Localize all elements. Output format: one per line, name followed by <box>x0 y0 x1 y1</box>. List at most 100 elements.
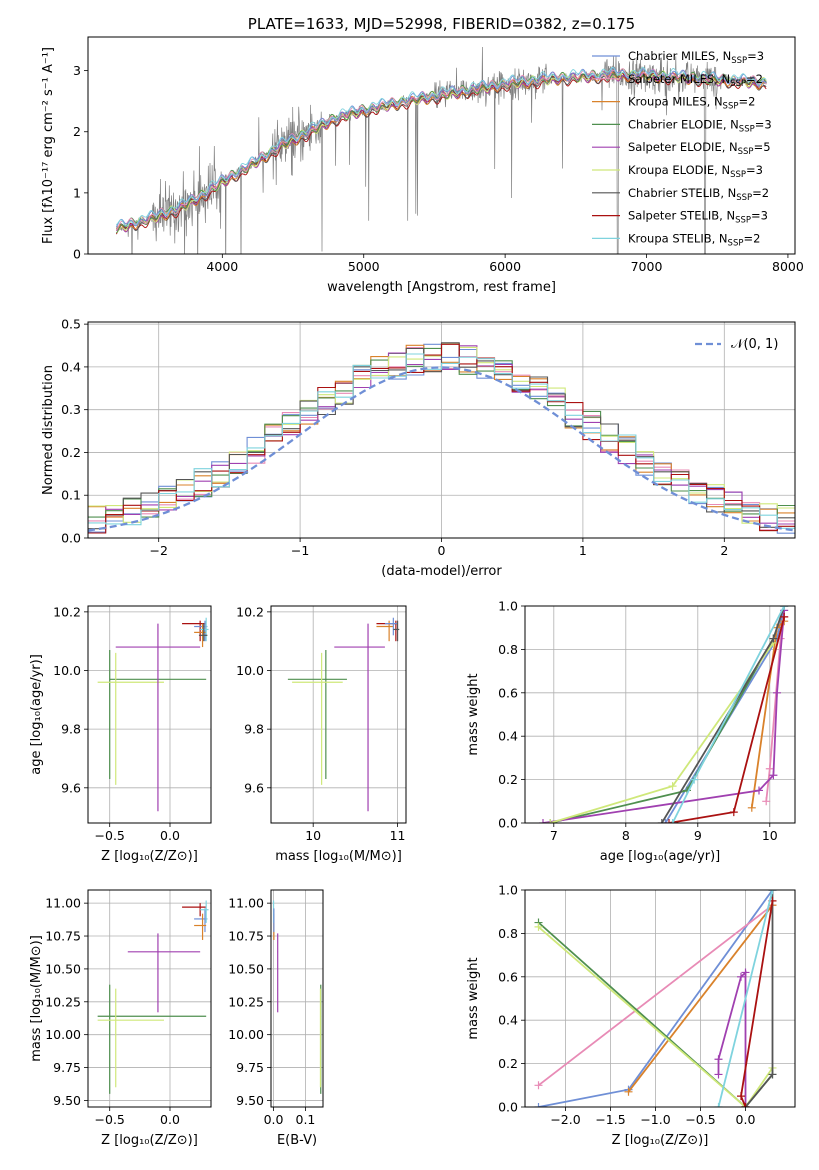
legend-item: Kroupa MILES, NSSP=2 <box>592 95 755 112</box>
series-line <box>542 610 786 823</box>
residuals-legend: 𝒩(0, 1) <box>695 337 778 352</box>
series-marker <box>665 819 673 823</box>
plot-area <box>272 900 322 1094</box>
series-marker <box>534 1081 543 1090</box>
plot-area <box>97 900 209 1094</box>
x-tick-label: 10 <box>305 828 321 843</box>
series-chab-stelib <box>741 890 777 1107</box>
normal-curve <box>88 366 795 532</box>
y-tick-label: 10.25 <box>45 994 81 1009</box>
series-marker <box>657 819 666 823</box>
legend-label-sub: SSP <box>735 216 751 226</box>
y-tick-label: 10.25 <box>228 994 264 1009</box>
y-tick-label: 11.00 <box>228 896 264 911</box>
y-tick-label: 10.75 <box>228 929 264 944</box>
y-tick-label: 10.75 <box>45 929 81 944</box>
series-marker <box>773 688 781 697</box>
legend-label-sub: SSP <box>730 79 746 89</box>
ebv-mass-chart: 0.0 0.1 9.50 9.75 10.00 10.25 10.50 10.75 11.00 E… <box>228 889 324 1148</box>
legend-item: Chabrier STELIB, NSSP=2 <box>592 186 769 203</box>
legend-label-suffix: =3 <box>751 209 768 223</box>
series-marker <box>741 1103 750 1107</box>
y-axis-label: age [log₁₀(age/yr)] <box>29 654 44 775</box>
errorbar-point <box>194 908 208 933</box>
axes-frame <box>524 889 796 1108</box>
legend-label-name: Salpeter ELODIE, N <box>628 140 738 154</box>
series-marker <box>624 1087 633 1096</box>
series-marker <box>714 1070 723 1079</box>
series-marker <box>737 972 745 981</box>
errorbar-point <box>384 617 398 636</box>
series-marker <box>661 819 670 823</box>
legend-item: Chabrier MILES, NSSP=3 <box>592 49 764 66</box>
y-tick-label: 10.00 <box>45 1027 81 1042</box>
x-axis-label: Z [log₁₀(Z/Z⊙)] <box>101 1133 198 1148</box>
x-axis-label: age [log₁₀(age/yr)] <box>600 849 721 864</box>
axes-frame <box>270 889 324 1108</box>
axes-frame <box>270 605 407 824</box>
legend-label-name: Salpeter STELIB, N <box>628 209 735 223</box>
x-tick-label: 5000 <box>348 259 380 274</box>
legend-label-suffix: =3 <box>755 117 772 131</box>
x-tick-label: 8000 <box>772 259 804 274</box>
x-tick-label: −2.0 <box>550 1112 580 1127</box>
y-tick-label: 9.75 <box>53 1060 81 1075</box>
model-spectrum-chab-miles <box>115 67 767 228</box>
plot-area <box>534 890 777 1107</box>
legend-label-sub: SSP <box>738 147 754 157</box>
legend-label-sub: SSP <box>723 102 739 112</box>
y-tick-label: 0 <box>73 247 81 262</box>
axes-frame <box>87 36 796 255</box>
y-tick-label: 0.2 <box>498 772 518 787</box>
legend-label-sub: SSP <box>728 238 744 248</box>
series-marker <box>747 803 756 812</box>
y-tick-label: 0.0 <box>498 816 518 831</box>
y-tick-label: 10.2 <box>236 604 264 619</box>
x-tick-label: 7 <box>550 828 558 843</box>
y-tick-label: 1 <box>73 185 81 200</box>
series-marker <box>690 775 699 784</box>
y-tick-label: 9.6 <box>244 780 264 795</box>
x-tick-label: 0.0 <box>264 1112 284 1127</box>
axes-frame <box>524 605 796 824</box>
errorbar-point <box>200 900 209 923</box>
legend-label: Kroupa MILES, NSSP=2 <box>628 95 755 112</box>
x-tick-label: 8 <box>622 828 630 843</box>
series-marker <box>780 606 789 610</box>
y-axis-label: Flux [fλ10⁻¹⁷ erg cm⁻² s⁻¹ A⁻¹] <box>41 47 56 244</box>
x-axis-label: mass [log₁₀(M/M⊙)] <box>275 849 402 864</box>
y-tick-label: 11.00 <box>45 896 81 911</box>
x-axis-label: wavelength [Angstrom, rest frame] <box>327 280 556 295</box>
legend-label-suffix: =2 <box>752 186 769 200</box>
y-tick-label: 9.50 <box>236 1093 264 1108</box>
y-tick-label: 0.0 <box>61 531 81 546</box>
y-tick-label: 0.4 <box>498 729 518 744</box>
y-tick-label: 10.00 <box>228 1027 264 1042</box>
series-marker <box>768 1070 777 1079</box>
series-marker <box>768 890 777 894</box>
series-line <box>627 904 774 1093</box>
x-tick-label: −0.5 <box>95 1112 125 1127</box>
z-age-chart: −0.5 0.0 9.6 9.8 10.0 10.2 Z [log₁₀(Z/Z⊙)] age … <box>29 604 212 864</box>
legend-label-name: Chabrier STELIB, N <box>628 186 736 200</box>
legend-item: Kroupa ELODIE, NSSP=3 <box>592 163 763 180</box>
series-salp-stelib <box>665 612 789 823</box>
legend-label: 𝒩(0, 1) <box>731 337 778 352</box>
series-marker <box>668 819 677 823</box>
y-tick-label: 3 <box>73 63 81 78</box>
mass-age-chart: 10 11 9.6 9.8 10.0 10.2 mass [log₁₀(M/M⊙)] <box>236 604 407 864</box>
errorbar-point <box>194 913 207 940</box>
x-tick-label: 0.0 <box>160 1112 180 1127</box>
x-tick-label: 2 <box>720 543 728 558</box>
series-marker <box>762 797 771 806</box>
legend-label-suffix: =3 <box>746 163 763 177</box>
x-axis-label: (data-model)/error <box>381 564 502 579</box>
series-salp-elodie <box>539 606 789 823</box>
series-line <box>537 926 774 1107</box>
y-tick-label: 9.75 <box>236 1060 264 1075</box>
legend-label-name: Chabrier ELODIE, N <box>628 117 739 131</box>
y-axis-label: mass weight <box>466 957 481 1039</box>
legend-item: Kroupa STELIB, NSSP=2 <box>592 231 760 248</box>
x-tick-label: 10 <box>762 828 778 843</box>
residuals-chart: −2 −1 0 1 2 0.0 0.1 0.2 0.3 0.4 0.5 (data-model)/er… <box>41 317 796 579</box>
